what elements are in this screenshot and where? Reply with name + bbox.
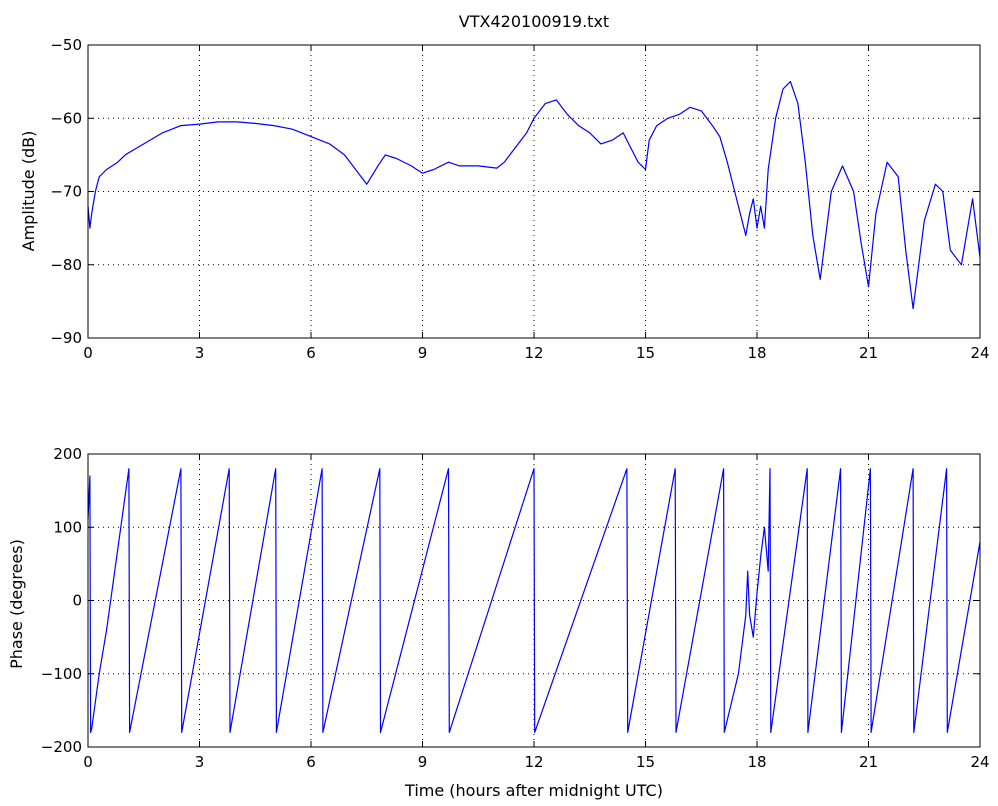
amplitude-y-tick-label: −80 — [50, 256, 82, 274]
phase-x-axis-label: Time (hours after midnight UTC) — [404, 781, 663, 800]
amplitude-plot-title: VTX420100919.txt — [459, 12, 609, 31]
phase-plot: Phase (degrees) Time (hours after midnig… — [7, 445, 990, 800]
phase-y-tick-label: 100 — [53, 518, 82, 536]
phase-x-tick-label: 9 — [418, 753, 428, 771]
phase-y-tick-label: 200 — [53, 445, 82, 463]
amplitude-y-tick-label: −90 — [50, 329, 82, 347]
phase-y-axis-label: Phase (degrees) — [7, 539, 26, 669]
phase-x-tick-label: 21 — [859, 753, 878, 771]
phase-x-tick-label: 15 — [636, 753, 655, 771]
phase-x-tick-label: 18 — [747, 753, 766, 771]
phase-x-tick-label: 24 — [970, 753, 989, 771]
amplitude-y-tick-label: −50 — [50, 36, 82, 54]
phase-x-tick-label: 6 — [306, 753, 316, 771]
amplitude-series-line — [87, 80, 981, 310]
amplitude-x-tick-label: 18 — [747, 344, 766, 362]
amplitude-x-tick-label: 9 — [418, 344, 428, 362]
amplitude-x-tick-label: 3 — [195, 344, 205, 362]
phase-y-tick-label: −200 — [41, 738, 82, 756]
amplitude-y-tick-label: −60 — [50, 109, 82, 127]
phase-x-tick-label: 0 — [83, 753, 93, 771]
amplitude-x-tick-label: 15 — [636, 344, 655, 362]
amplitude-x-tick-label: 21 — [859, 344, 878, 362]
amplitude-y-axis-label: Amplitude (dB) — [19, 131, 38, 252]
phase-y-tick-label: −100 — [41, 665, 82, 683]
phase-series-line — [87, 468, 981, 734]
amplitude-plot: VTX420100919.txt Amplitude (dB) 0 3 6 9 12 15… — [19, 12, 990, 362]
amplitude-x-tick-label: 0 — [83, 344, 93, 362]
phase-x-tick-label: 3 — [195, 753, 205, 771]
amplitude-x-tick-label: 12 — [524, 344, 543, 362]
phase-y-tick-label: 0 — [72, 592, 82, 610]
amplitude-x-tick-label: 24 — [970, 344, 989, 362]
phase-x-tick-label: 12 — [524, 753, 543, 771]
amplitude-y-tick-label: −70 — [50, 183, 82, 201]
amplitude-x-tick-label: 6 — [306, 344, 316, 362]
